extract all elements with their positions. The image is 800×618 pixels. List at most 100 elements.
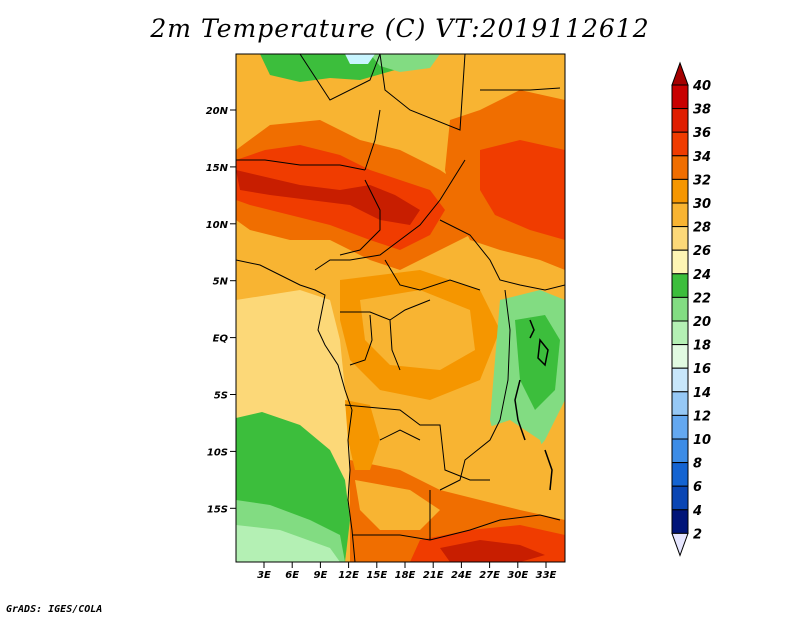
border-line xyxy=(480,87,561,91)
lake-outline xyxy=(529,319,535,339)
lat-tick-label: EQ xyxy=(213,334,229,345)
colorbar-segment xyxy=(671,296,689,322)
border-line xyxy=(349,314,373,366)
eastern-hotter-region xyxy=(480,140,565,240)
border-line xyxy=(364,109,381,171)
latitude-axis: 20N 15N 10N 5N EQ 5S 10S 15S xyxy=(206,106,236,515)
colorbar-level-label: 24 xyxy=(693,268,711,283)
colorbar-level-label: 30 xyxy=(693,197,711,212)
colorbar-max-arrow xyxy=(671,61,689,86)
northern-light-patch xyxy=(345,54,375,64)
colorbar-level-label: 34 xyxy=(693,150,711,165)
colorbar-segment xyxy=(671,273,689,298)
colorbar: 40 38 36 34 32 30 28 26 24 22 20 18 16 14 12 10 8 6 4 2 xyxy=(671,61,711,557)
colorbar-segment xyxy=(671,84,689,110)
lon-tick-label: 27E xyxy=(479,570,500,581)
lon-tick-label: 12E xyxy=(338,570,359,581)
country-borders xyxy=(236,54,565,562)
border-line xyxy=(389,319,401,371)
colorbar-segment xyxy=(671,131,689,157)
highlands-cooler-region xyxy=(515,315,560,410)
colorbar-level-label: 8 xyxy=(693,457,702,472)
colorbar-level-label: 10 xyxy=(693,433,711,448)
colorbar-level-label: 20 xyxy=(693,315,711,330)
colorbar-level-label: 16 xyxy=(693,362,711,377)
colorbar-level-label: 40 xyxy=(692,79,711,94)
lon-tick-label: 18E xyxy=(395,570,416,581)
colorbar-segment xyxy=(671,320,689,346)
border-line xyxy=(439,219,565,291)
colorbar-segment xyxy=(671,344,689,369)
lake-outline xyxy=(537,338,549,367)
angola-coast-warm xyxy=(345,400,380,470)
lon-tick-label: 21E xyxy=(423,570,444,581)
coastline xyxy=(236,259,356,562)
border-line xyxy=(339,179,381,256)
central-warm-region xyxy=(360,290,475,370)
lat-tick-label: 5S xyxy=(214,391,228,402)
lat-tick-label: 15S xyxy=(207,504,228,515)
colorbar-level-label: 4 xyxy=(692,504,702,519)
border-line xyxy=(352,514,561,541)
lat-tick-label: 10S xyxy=(207,447,228,458)
lake-outline xyxy=(544,449,553,491)
colorbar-level-label: 18 xyxy=(693,339,711,354)
ocean-coolest-region xyxy=(236,525,340,562)
hottest-core-region xyxy=(236,170,420,225)
southern-hottest-core xyxy=(440,540,545,562)
border-line xyxy=(384,259,481,291)
border-line xyxy=(379,54,466,131)
colorbar-segment xyxy=(671,108,689,133)
software-credit: GrADS: IGES/COLA xyxy=(6,604,103,615)
colorbar-level-label: 2 xyxy=(693,527,702,542)
colorbar-level-label: 38 xyxy=(693,103,711,118)
temperature-field xyxy=(236,54,565,562)
map-title: 2m Temperature (C) VT:2019112612 xyxy=(150,14,650,43)
lakes xyxy=(514,319,553,491)
lon-tick-label: 3E xyxy=(257,570,271,581)
colorbar-level-label: 6 xyxy=(693,480,702,495)
colorbar-segment xyxy=(671,226,689,251)
colorbar-segment xyxy=(671,391,689,416)
colorbar-level-label: 22 xyxy=(693,291,711,306)
colorbar-segment xyxy=(671,202,689,228)
border-line xyxy=(379,429,421,441)
longitude-axis: 3E 6E 9E 12E 15E 18E 21E 24E 27E 30E 33E xyxy=(257,562,557,581)
lon-tick-label: 24E xyxy=(451,570,472,581)
colorbar-segment xyxy=(671,155,689,180)
colorbar-segment xyxy=(671,462,689,487)
lon-tick-label: 33E xyxy=(536,570,557,581)
colorbar-min-arrow xyxy=(671,532,689,557)
northern-cool-region-2 xyxy=(370,54,440,72)
highlands-mixed-region xyxy=(480,420,550,480)
colorbar-segment xyxy=(671,485,689,511)
colorbar-segment xyxy=(671,438,689,464)
colorbar-level-label: 36 xyxy=(693,126,711,141)
lat-tick-label: 15N xyxy=(206,163,229,174)
colorbar-level-label: 14 xyxy=(693,386,711,401)
border-line xyxy=(236,159,366,171)
colorbar-level-label: 32 xyxy=(693,173,711,188)
lon-tick-label: 9E xyxy=(314,570,328,581)
southern-warm-region xyxy=(355,480,440,530)
border-line xyxy=(314,159,466,271)
colorbar-level-label: 28 xyxy=(693,221,711,236)
lat-tick-label: 5N xyxy=(213,277,229,288)
map-frame xyxy=(235,53,566,563)
border-line xyxy=(299,54,381,101)
colorbar-segment xyxy=(671,367,689,393)
lon-tick-label: 15E xyxy=(366,570,387,581)
lon-tick-label: 6E xyxy=(285,570,299,581)
colorbar-segment xyxy=(671,414,689,440)
colorbar-level-label: 12 xyxy=(693,409,711,424)
colorbar-segment xyxy=(671,509,689,534)
lake-outline xyxy=(514,379,526,441)
colorbar-segment xyxy=(671,249,689,275)
lat-tick-label: 10N xyxy=(206,220,229,231)
lon-tick-label: 30E xyxy=(507,570,528,581)
colorbar-segment xyxy=(671,178,689,204)
border-line xyxy=(344,404,490,481)
colorbar-level-label: 26 xyxy=(693,244,711,259)
lat-tick-label: 20N xyxy=(206,106,229,117)
